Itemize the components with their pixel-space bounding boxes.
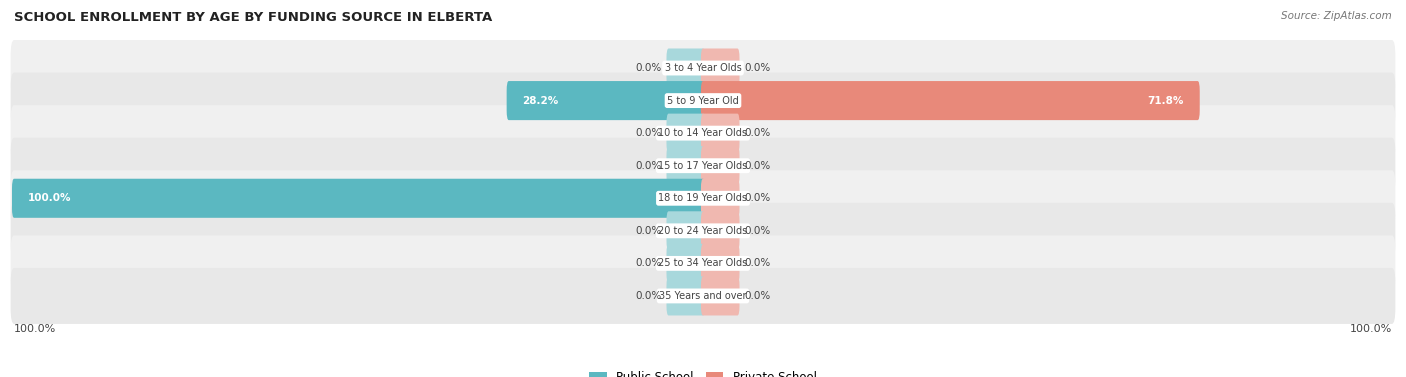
Text: 0.0%: 0.0% xyxy=(744,258,770,268)
FancyBboxPatch shape xyxy=(11,73,1395,129)
FancyBboxPatch shape xyxy=(11,203,1395,259)
FancyBboxPatch shape xyxy=(702,146,740,185)
FancyBboxPatch shape xyxy=(11,170,1395,226)
Text: Source: ZipAtlas.com: Source: ZipAtlas.com xyxy=(1281,11,1392,21)
Text: 0.0%: 0.0% xyxy=(744,291,770,301)
FancyBboxPatch shape xyxy=(11,105,1395,161)
FancyBboxPatch shape xyxy=(666,146,704,185)
Text: 0.0%: 0.0% xyxy=(636,161,662,171)
FancyBboxPatch shape xyxy=(666,211,704,250)
Text: 0.0%: 0.0% xyxy=(744,226,770,236)
FancyBboxPatch shape xyxy=(702,179,740,218)
Text: 3 to 4 Year Olds: 3 to 4 Year Olds xyxy=(665,63,741,73)
Text: 0.0%: 0.0% xyxy=(744,63,770,73)
Text: 100.0%: 100.0% xyxy=(1350,323,1392,334)
FancyBboxPatch shape xyxy=(11,268,1395,324)
Text: 100.0%: 100.0% xyxy=(14,323,56,334)
Text: 18 to 19 Year Olds: 18 to 19 Year Olds xyxy=(658,193,748,203)
Text: 0.0%: 0.0% xyxy=(636,258,662,268)
Text: 71.8%: 71.8% xyxy=(1147,96,1184,106)
Text: 25 to 34 Year Olds: 25 to 34 Year Olds xyxy=(658,258,748,268)
FancyBboxPatch shape xyxy=(702,276,740,316)
FancyBboxPatch shape xyxy=(666,113,704,153)
FancyBboxPatch shape xyxy=(506,81,704,120)
FancyBboxPatch shape xyxy=(666,49,704,87)
Text: 20 to 24 Year Olds: 20 to 24 Year Olds xyxy=(658,226,748,236)
FancyBboxPatch shape xyxy=(11,138,1395,194)
FancyBboxPatch shape xyxy=(702,211,740,250)
Text: 0.0%: 0.0% xyxy=(744,128,770,138)
Text: 28.2%: 28.2% xyxy=(523,96,558,106)
Text: 100.0%: 100.0% xyxy=(28,193,72,203)
Text: SCHOOL ENROLLMENT BY AGE BY FUNDING SOURCE IN ELBERTA: SCHOOL ENROLLMENT BY AGE BY FUNDING SOUR… xyxy=(14,11,492,24)
Text: 0.0%: 0.0% xyxy=(636,63,662,73)
Text: 10 to 14 Year Olds: 10 to 14 Year Olds xyxy=(658,128,748,138)
FancyBboxPatch shape xyxy=(702,49,740,87)
FancyBboxPatch shape xyxy=(666,244,704,283)
FancyBboxPatch shape xyxy=(11,40,1395,96)
Text: 5 to 9 Year Old: 5 to 9 Year Old xyxy=(666,96,740,106)
FancyBboxPatch shape xyxy=(702,113,740,153)
FancyBboxPatch shape xyxy=(666,276,704,316)
FancyBboxPatch shape xyxy=(702,244,740,283)
FancyBboxPatch shape xyxy=(13,179,704,218)
Text: 35 Years and over: 35 Years and over xyxy=(659,291,747,301)
Text: 0.0%: 0.0% xyxy=(636,128,662,138)
Text: 0.0%: 0.0% xyxy=(744,161,770,171)
Text: 0.0%: 0.0% xyxy=(744,193,770,203)
Text: 0.0%: 0.0% xyxy=(636,226,662,236)
Legend: Public School, Private School: Public School, Private School xyxy=(585,366,821,377)
FancyBboxPatch shape xyxy=(11,235,1395,291)
Text: 0.0%: 0.0% xyxy=(636,291,662,301)
FancyBboxPatch shape xyxy=(702,81,1199,120)
Text: 15 to 17 Year Olds: 15 to 17 Year Olds xyxy=(658,161,748,171)
